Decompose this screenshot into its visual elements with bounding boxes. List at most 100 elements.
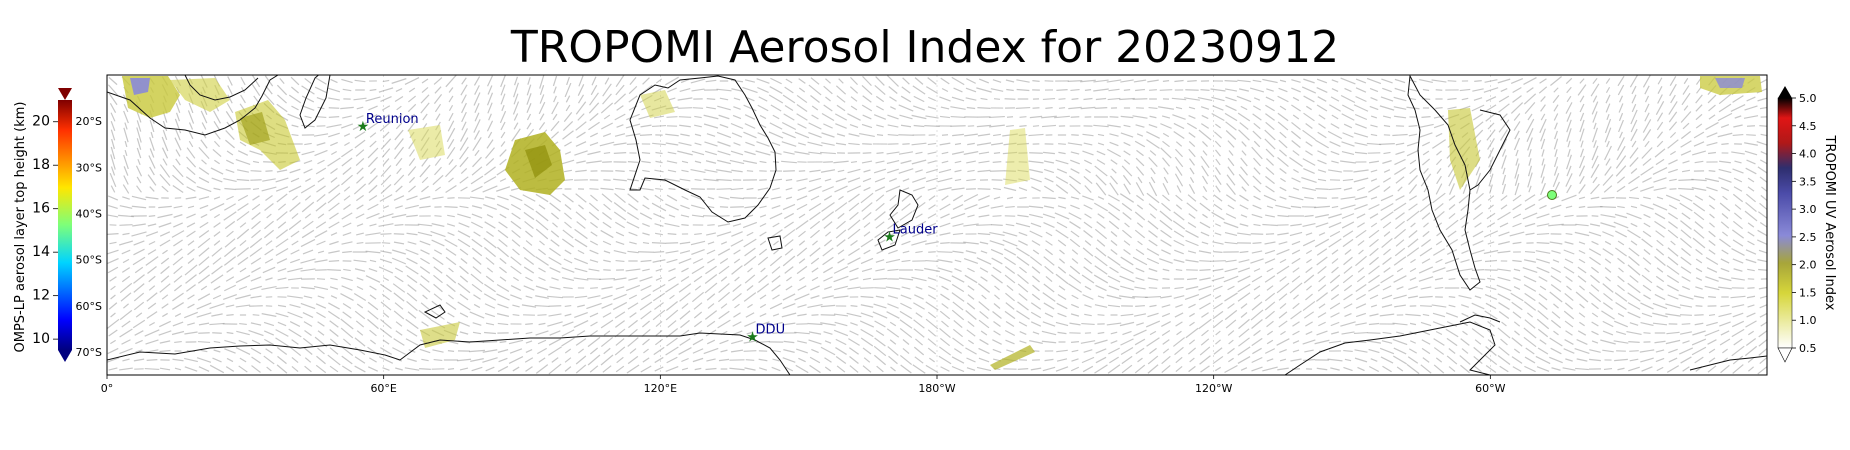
wind-arrow [598, 277, 616, 281]
wind-arrow [1056, 302, 1068, 310]
wind-arrow [1461, 304, 1469, 308]
wind-arrow [1028, 160, 1044, 164]
wind-arrow [510, 285, 522, 291]
wind-arrow [187, 110, 195, 124]
wind-arrow [1435, 330, 1443, 336]
wind-arrow [653, 115, 665, 119]
wind-arrow [1162, 80, 1170, 82]
wind-arrow [627, 212, 639, 220]
wind-arrow [978, 151, 990, 155]
wind-arrow [405, 265, 419, 275]
wind-arrow [1329, 230, 1341, 238]
wind-arrow [1199, 202, 1211, 212]
wind-arrow [1318, 232, 1326, 236]
wind-arrow [380, 347, 392, 355]
wind-arrow [744, 123, 756, 129]
wind-arrow [876, 365, 884, 373]
wind-arrow [823, 276, 833, 282]
wind-arrow [1694, 221, 1704, 229]
lon-tick-label: 180°W [918, 382, 955, 395]
wind-arrow [1253, 97, 1261, 101]
wind-arrow [1666, 265, 1680, 275]
wind-arrow [409, 149, 415, 157]
wind-arrow [354, 365, 366, 373]
wind-arrow [575, 141, 587, 147]
wind-arrow [863, 231, 871, 237]
wind-arrow [1135, 124, 1145, 128]
wind-arrow [1031, 266, 1041, 274]
wind-arrow [976, 366, 992, 372]
wind-arrow [1070, 151, 1080, 155]
wind-arrow [469, 349, 485, 353]
wind-arrow [990, 142, 1004, 146]
wind-arrow [1406, 141, 1420, 147]
wind-arrow [354, 310, 366, 320]
wind-arrow [874, 85, 886, 95]
wind-arrow [1406, 149, 1420, 157]
wind-arrow [1669, 178, 1677, 182]
wind-arrow [1457, 268, 1473, 272]
wind-arrow [821, 142, 835, 146]
wind-arrow [317, 295, 325, 299]
wind-arrow [1059, 249, 1065, 255]
wind-arrow [1732, 355, 1744, 365]
wind-arrow [1279, 258, 1287, 264]
wind-arrow [1200, 123, 1210, 129]
wind-arrow [838, 78, 844, 84]
lon-tick-label: 0° [101, 382, 114, 395]
wind-arrow [1240, 166, 1248, 176]
wind-arrow [1629, 275, 1639, 283]
wind-arrow [875, 202, 885, 212]
wind-arrow [512, 101, 520, 115]
wind-arrow [1315, 292, 1329, 302]
wind-arrow [1666, 274, 1680, 284]
wind-arrow [1163, 167, 1169, 175]
wind-arrow [601, 193, 613, 203]
wind-arrow [1600, 222, 1616, 228]
wind-arrow [952, 133, 964, 137]
wind-arrow [1094, 339, 1108, 345]
wind-arrow [158, 205, 172, 209]
wind-arrow [1407, 356, 1419, 364]
wind-arrow [290, 177, 300, 183]
wind-arrow [1122, 212, 1132, 220]
wind-arrow [1149, 89, 1157, 91]
wind-arrow [899, 327, 913, 339]
wind-arrow [1704, 285, 1720, 291]
wind-arrow [237, 150, 249, 156]
wind-arrow [887, 168, 899, 174]
wind-arrow [862, 143, 872, 145]
wind-arrow [1733, 186, 1743, 192]
wind-arrow [837, 169, 845, 173]
wind-arrow [954, 259, 962, 263]
wind-arrow [133, 301, 145, 311]
wind-arrow [484, 196, 496, 200]
wind-arrow [1501, 149, 1507, 157]
wind-arrow [1019, 266, 1027, 274]
wind-arrow [1162, 194, 1170, 202]
wind-arrow [201, 122, 207, 130]
wind-arrow [628, 277, 638, 281]
wind-arrow [771, 275, 781, 283]
wind-arrow [1472, 192, 1484, 204]
wind-arrow [1239, 88, 1249, 92]
wind-arrow [912, 177, 926, 183]
wind-arrow [1185, 327, 1199, 339]
wind-arrow [226, 331, 234, 335]
wind-arrow [977, 232, 991, 236]
wind-arrow [963, 151, 979, 155]
wind-arrow [1120, 266, 1134, 274]
wind-arrow [1567, 149, 1571, 157]
wind-arrow [628, 95, 638, 103]
wind-arrow [1409, 322, 1417, 326]
wind-arrow [1278, 293, 1288, 301]
wind-arrow [1563, 310, 1575, 320]
wind-arrow [913, 124, 925, 128]
wind-arrow [1395, 151, 1405, 155]
wind-arrow [1656, 140, 1664, 148]
wind-arrow [613, 202, 627, 212]
wind-arrow [681, 160, 689, 164]
wind-arrow [292, 195, 298, 201]
wind-arrow [1303, 311, 1315, 319]
wind-arrow [1119, 193, 1135, 203]
